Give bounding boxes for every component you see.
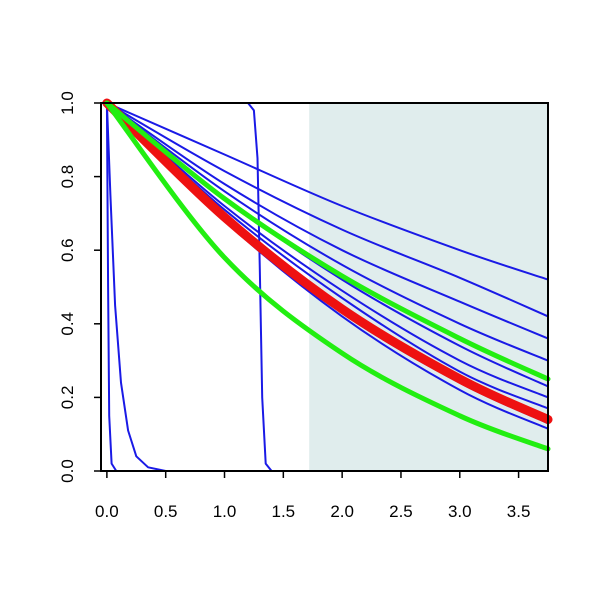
x-tick-label: 0.0 [95,502,119,521]
series-line-blue-2 [105,102,549,281]
x-tick-label: 1.0 [213,502,237,521]
series-line-blue-4 [105,102,549,362]
x-tick-label: 3.5 [507,502,531,521]
x-tick-label: 2.5 [389,502,413,521]
series-line-blue-6 [105,102,549,399]
y-tick-label: 0.0 [58,459,77,483]
x-tick-label: 2.0 [330,502,354,521]
x-tick-label: 3.0 [448,502,472,521]
series-line-blue-11 [105,102,549,472]
series-line-blue-12 [105,102,549,472]
series-line-red-14 [102,98,553,424]
series-line-blue-1 [105,102,549,318]
y-tick-label: 0.4 [58,312,77,336]
shaded-region [309,103,548,471]
y-tick-label: 1.0 [58,91,77,115]
series-line-green-15 [104,100,551,382]
x-axis: 0.0 0.5 1.0 1.5 2.0 2.5 3.0 3.5 [95,470,531,521]
x-tick-label: 0.5 [154,502,178,521]
y-tick-label: 0.6 [58,238,77,262]
series-line-green-16 [104,100,551,452]
y-tick-label: 0.8 [58,165,77,189]
series-line-blue-3 [105,102,549,340]
shaded-region-layer [309,103,548,471]
y-tick-label: 0.2 [58,386,77,410]
y-axis: 0.0 0.2 0.4 0.6 0.8 1.0 [58,91,102,483]
x-tick-label: 1.5 [272,502,296,521]
